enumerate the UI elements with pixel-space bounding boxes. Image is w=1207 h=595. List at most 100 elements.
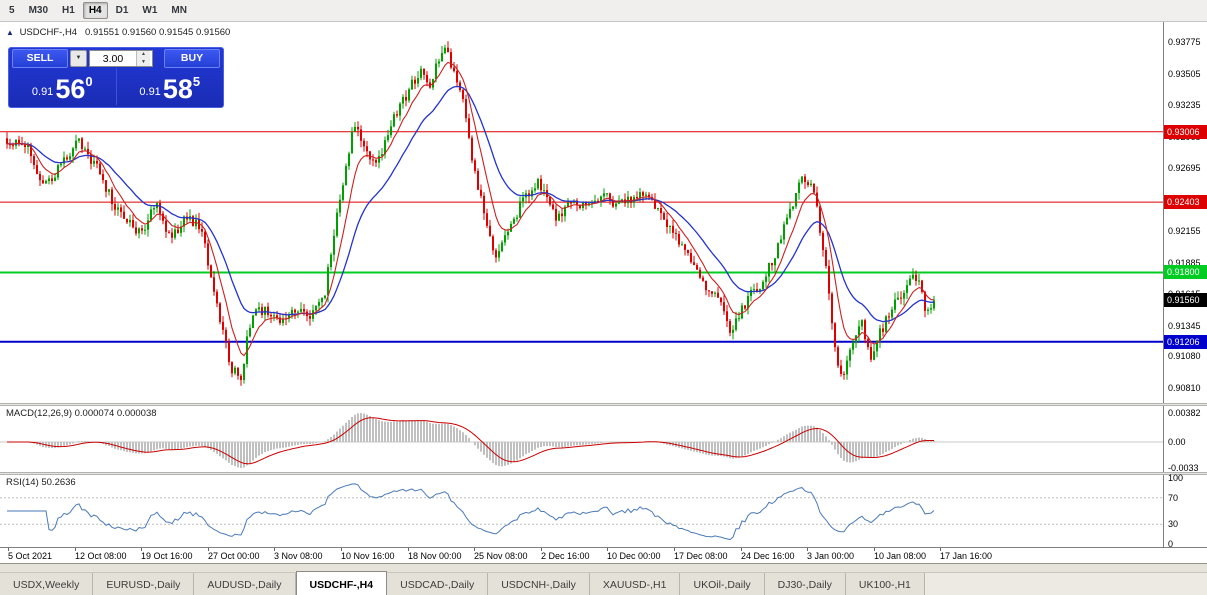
time-tick bbox=[208, 548, 209, 551]
time-axis-label: 3 Nov 08:00 bbox=[274, 551, 323, 561]
time-tick bbox=[341, 548, 342, 551]
time-axis-label: 27 Oct 00:00 bbox=[208, 551, 260, 561]
axis-label: 0 bbox=[1168, 539, 1174, 549]
timeframe-button-5[interactable]: 5 bbox=[9, 5, 15, 16]
lot-dropdown-button[interactable]: ▼ bbox=[70, 50, 87, 67]
axis-label: 0.90810 bbox=[1168, 383, 1201, 393]
chart-tab-ukoil-daily[interactable]: UKOil-,Daily bbox=[680, 573, 765, 595]
sell-price-prefix: 0.91 bbox=[31, 86, 54, 98]
chart-tab-uk100-h1[interactable]: UK100-,H1 bbox=[845, 573, 925, 595]
time-axis-label: 10 Nov 16:00 bbox=[341, 551, 395, 561]
timeframe-button-mn[interactable]: MN bbox=[171, 5, 187, 16]
macd-panel: MACD(12,26,9) 0.000074 0.000038 0.00382 0… bbox=[0, 406, 1207, 473]
time-axis-label: 3 Jan 00:00 bbox=[807, 551, 855, 561]
axis-label: -0.0033 bbox=[1168, 463, 1199, 473]
rsi-panel: RSI(14) 50.2636 100 70 30 0 bbox=[0, 473, 1207, 549]
buy-price-pip-digit: 5 bbox=[192, 74, 201, 89]
axis-label: 0.00382 bbox=[1168, 408, 1201, 418]
price-marker-0.92403[interactable]: 0.92403 bbox=[1164, 195, 1207, 210]
time-axis-label: 12 Oct 08:00 bbox=[75, 551, 127, 561]
time-axis-label: 18 Nov 00:00 bbox=[408, 551, 462, 561]
lot-spinner: ▲ ▼ bbox=[136, 51, 150, 66]
time-tick bbox=[75, 548, 76, 551]
chart-tabs: USDX,Weekly EURUSD-,Daily AUDUSD-,Daily USD… bbox=[0, 571, 1207, 595]
time-tick bbox=[274, 548, 275, 551]
main-chart-panel: ▲ USDCHF-,H4 0.91551 0.91560 0.91545 0.9… bbox=[0, 22, 1207, 403]
chart-symbol-icon: ▲ bbox=[6, 28, 14, 37]
timeframe-button-w1[interactable]: W1 bbox=[142, 5, 158, 16]
timeframe-toolbar: 5 M30 H1 H4 D1 W1 MN bbox=[0, 0, 1207, 22]
chart-tab-usdx-weekly[interactable]: USDX,Weekly bbox=[0, 573, 94, 595]
axis-label: 0.92695 bbox=[1168, 163, 1201, 174]
macd-label: MACD(12,26,9) 0.000074 0.000038 bbox=[6, 408, 157, 419]
chart-tab-audusd-daily[interactable]: AUDUSD-,Daily bbox=[194, 573, 296, 595]
timeframe-button-h4[interactable]: H4 bbox=[82, 2, 108, 19]
candlestick-chart[interactable] bbox=[0, 22, 1163, 403]
buy-price-big-digits: 58 bbox=[162, 74, 193, 104]
one-click-trade-panel: SELL ▼ ▲ ▼ BUY 0.91 56 0 bbox=[8, 47, 224, 108]
time-tick bbox=[741, 548, 742, 551]
chart-tab-usdchf-h4[interactable]: USDCHF-,H4 bbox=[295, 571, 388, 595]
buy-price-prefix: 0.91 bbox=[139, 86, 161, 98]
sell-price-quote[interactable]: 0.91 56 0 bbox=[9, 68, 116, 105]
time-axis-label: 24 Dec 16:00 bbox=[741, 551, 795, 561]
lot-input[interactable] bbox=[90, 51, 136, 66]
buy-price-quote[interactable]: 0.91 58 5 bbox=[115, 68, 224, 105]
time-tick bbox=[408, 548, 409, 551]
axis-label: 0.92155 bbox=[1168, 226, 1201, 237]
chart-symbol-label: USDCHF-,H4 bbox=[19, 27, 78, 38]
axis-label: 0.91345 bbox=[1168, 320, 1201, 331]
time-axis-label: 10 Jan 08:00 bbox=[874, 551, 927, 561]
time-tick bbox=[474, 548, 475, 551]
axis-label: 0.93505 bbox=[1168, 68, 1201, 79]
time-axis-label: 25 Nov 08:00 bbox=[474, 551, 528, 561]
chart-ohlc-info: ▲ USDCHF-,H4 0.91551 0.91560 0.91545 0.9… bbox=[6, 27, 230, 38]
price-marker-0.91206[interactable]: 0.91206 bbox=[1164, 334, 1207, 349]
rsi-axis: 100 70 30 0 bbox=[1163, 473, 1207, 549]
sell-price-big-digits: 56 bbox=[55, 74, 86, 104]
chart-tab-usdcad-daily[interactable]: USDCAD-,Daily bbox=[387, 573, 489, 595]
rsi-label: RSI(14) 50.2636 bbox=[6, 477, 76, 488]
time-axis: 5 Oct 2021 12 Oct 08:00 19 Oct 16:00 27 Oct… bbox=[0, 547, 1207, 563]
time-axis-label: 17 Jan 16:00 bbox=[940, 551, 993, 561]
panel-splitter[interactable] bbox=[0, 472, 1207, 475]
macd-chart[interactable] bbox=[0, 406, 1163, 472]
time-axis-label: 17 Dec 08:00 bbox=[674, 551, 728, 561]
macd-axis: 0.00382 0.00 -0.0033 bbox=[1163, 406, 1207, 473]
time-tick bbox=[141, 548, 142, 551]
axis-label: 70 bbox=[1168, 492, 1179, 503]
axis-label: 100 bbox=[1168, 473, 1184, 483]
time-tick bbox=[607, 548, 608, 551]
time-tick bbox=[807, 548, 808, 551]
chart-tab-bar: USDX,Weekly EURUSD-,Daily AUDUSD-,Daily USD… bbox=[0, 563, 1207, 595]
axis-label: 30 bbox=[1168, 519, 1179, 530]
rsi-chart[interactable] bbox=[0, 475, 1163, 547]
axis-label: 0.00 bbox=[1168, 437, 1186, 447]
chart-ohlc-values: 0.91551 0.91560 0.91545 0.91560 bbox=[85, 27, 231, 38]
timeframe-button-m30[interactable]: M30 bbox=[28, 5, 49, 16]
time-tick bbox=[8, 548, 9, 551]
timeframe-button-h1[interactable]: H1 bbox=[62, 5, 75, 16]
chart-tab-eurusd-daily[interactable]: EURUSD-,Daily bbox=[93, 573, 195, 595]
price-marker-0.93006[interactable]: 0.93006 bbox=[1164, 124, 1207, 139]
time-tick bbox=[674, 548, 675, 551]
lot-spinner-up-icon[interactable]: ▲ bbox=[137, 51, 150, 59]
sell-button[interactable]: SELL bbox=[12, 49, 68, 68]
lot-size-field: ▲ ▼ bbox=[89, 50, 153, 67]
price-marker-0.91800[interactable]: 0.91800 bbox=[1164, 265, 1207, 280]
lot-spinner-down-icon[interactable]: ▼ bbox=[137, 58, 150, 66]
sell-price-pip-digit: 0 bbox=[85, 74, 93, 89]
buy-button[interactable]: BUY bbox=[164, 49, 220, 68]
panel-splitter[interactable] bbox=[0, 403, 1207, 406]
chart-tab-xauusd-h1[interactable]: XAUUSD-,H1 bbox=[589, 573, 681, 595]
price-axis: 0.937750.935050.932350.929650.926950.924… bbox=[1163, 22, 1207, 403]
axis-label: 0.93235 bbox=[1168, 100, 1201, 110]
axis-label: 0.91885 bbox=[1168, 257, 1201, 268]
time-axis-label: 2 Dec 16:00 bbox=[541, 551, 590, 561]
axis-label: 0.91080 bbox=[1168, 351, 1201, 362]
price-marker-0.91560: 0.91560 bbox=[1164, 293, 1207, 308]
chart-tab-usdcnh-daily[interactable]: USDCNH-,Daily bbox=[488, 573, 590, 595]
chart-tab-dj30-daily[interactable]: DJ30-,Daily bbox=[764, 573, 846, 595]
timeframe-button-d1[interactable]: D1 bbox=[115, 5, 129, 16]
